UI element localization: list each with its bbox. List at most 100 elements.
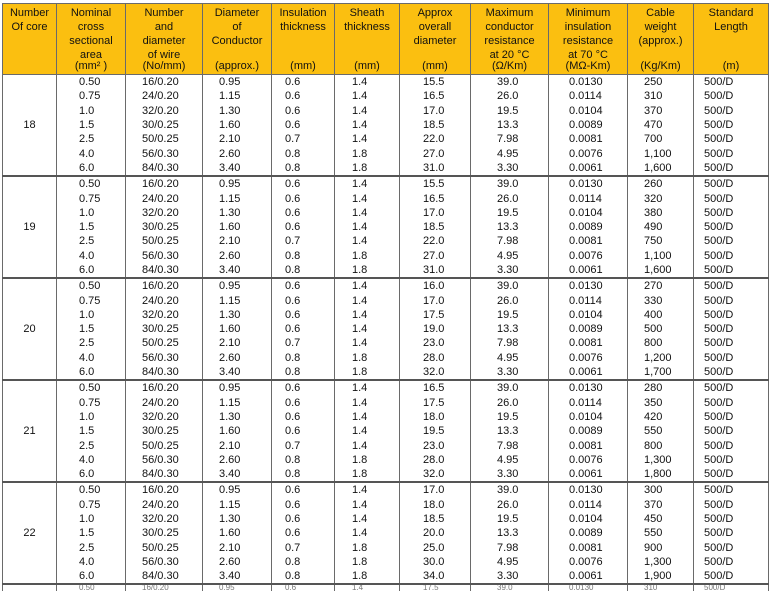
cable-weight-cell: 260 [627,175,694,192]
standard-length-cell: 500/D [693,409,769,425]
table-row: 4.0 56/0.30 2.60 0.8 1.8 28.0 4.95 0.0076 1,200 5… [3,350,769,365]
min-insulation-resistance-cell: 0.0076 [548,146,628,161]
overall-diameter-cell: 20.0 [399,526,471,541]
cable-weight-cell: 1,300 [627,554,694,570]
sheath-thickness-cell: 1.4 [334,293,400,308]
conductor-diameter-cell: 2.60 [202,554,272,570]
nominal-area-cell: 1.0 [56,511,126,527]
sheath-thickness-cell: 1.4 [334,497,400,512]
conductor-diameter-cell: 1.30 [202,511,272,527]
max-conductor-resistance-cell: 7.98 [470,438,549,453]
header-min-insulation-resistance: Minimum insulation resistance at 70 °C (MΩ-K… [548,3,628,75]
header-unit: (mm² ) [74,60,108,72]
table-row: 0.75 24/0.20 1.15 0.6 1.4 16.5 26.0 0.0114 320 50… [3,191,769,206]
min-insulation-resistance-cell: 0.0104 [548,307,628,323]
header-label: Number and diameter of wire [142,7,186,61]
sheath-thickness-cell: 1.8 [334,350,400,365]
conductor-diameter-cell: 2.10 [202,540,272,555]
nominal-area-cell: 1.0 [56,409,126,425]
header-label: Diameter of Conductor [211,7,263,47]
overall-diameter-cell: 27.0 [399,248,471,263]
conductor-diameter-cell: 2.10 [202,234,272,249]
table-row: 4.0 56/0.30 2.60 0.8 1.8 27.0 4.95 0.0076 1,100 5… [3,146,769,161]
max-conductor-resistance-cell: 13.3 [470,424,549,439]
max-conductor-resistance-cell: 39.0 [470,277,549,294]
insulation-thickness-cell: 0.8 [271,350,335,365]
sheath-thickness-cell: 1.8 [334,569,400,585]
standard-length-cell: 500/D [693,554,769,570]
overall-diameter-cell: 28.0 [399,350,471,365]
wire-number-diameter-cell: 30/0.25 [125,322,203,337]
nominal-area-cell: 1.5 [56,322,126,337]
wire-number-diameter-cell: 56/0.30 [125,350,203,365]
table-row: 0.75 24/0.20 1.15 0.6 1.4 16.5 26.0 0.0114 310 50… [3,89,769,104]
overall-diameter-cell: 23.0 [399,438,471,453]
overall-diameter-cell: 28.0 [399,452,471,468]
nominal-area-cell: 0.75 [56,191,126,206]
min-insulation-resistance-cell: 0.0076 [548,452,628,468]
insulation-thickness-cell: 0.7 [271,540,335,555]
max-conductor-resistance-cell: 19.5 [470,205,549,220]
insulation-thickness-cell: 0.6 [271,322,335,337]
cable-weight-cell: 1,600 [627,160,694,177]
standard-length-cell: 500/D [693,146,769,161]
standard-length-cell: 500/D [693,103,769,118]
sheath-thickness-cell: 1.4 [334,438,400,453]
cable-weight-cell: 270 [627,277,694,294]
max-conductor-resistance-cell: 7.98 [470,234,549,249]
min-insulation-resistance-cell: 0.0076 [548,350,628,365]
max-conductor-resistance-cell: 26.0 [470,395,549,410]
nominal-area-cell: 0.50 [56,277,126,294]
table-row: 1.5 30/0.25 1.60 0.6 1.4 20.0 13.3 0.0089 550 500… [3,526,769,541]
core-count-cell [2,583,57,592]
conductor-diameter-cell: 2.60 [202,248,272,263]
cable-weight-cell: 320 [627,191,694,206]
header-unit: (approx.) [214,60,260,72]
standard-length-cell: 500/D [693,262,769,279]
conductor-diameter-cell: 2.60 [202,452,272,468]
cable-weight-cell: 550 [627,526,694,541]
wire-number-diameter-cell: 24/0.20 [125,89,203,104]
sheath-thickness-cell: 1.4 [334,89,400,104]
min-insulation-resistance-cell: 0.0130 [548,277,628,294]
nominal-area-cell: 0.50 [56,74,126,90]
wire-number-diameter-cell: 32/0.20 [125,103,203,118]
nominal-area-cell: 0.75 [56,89,126,104]
header-label: Standard Length [708,7,754,33]
wire-number-diameter-cell: 50/0.25 [125,234,203,249]
standard-length-cell: 500/D [693,395,769,410]
insulation-thickness-cell: 0.6 [271,511,335,527]
min-insulation-resistance-cell: 0.0089 [548,526,628,541]
max-conductor-resistance-cell: 3.30 [470,364,549,381]
conductor-diameter-cell: 1.60 [202,424,272,439]
nominal-area-cell: 4.0 [56,554,126,570]
table-row: 1.0 32/0.20 1.30 0.6 1.4 17.5 19.5 0.0104 400 500… [3,307,769,323]
sheath-thickness-cell: 1.4 [334,395,400,410]
header-max-conductor-resistance: Maximum conductor resistance at 20 °C (Ω/Km) [470,3,549,75]
cable-weight-cell: 1,300 [627,452,694,468]
wire-number-diameter-cell: 32/0.20 [125,409,203,425]
insulation-thickness-cell: 0.6 [271,89,335,104]
cable-weight-cell: 700 [627,132,694,147]
max-conductor-resistance-cell: 19.5 [470,307,549,323]
wire-number-diameter-cell: 84/0.30 [125,364,203,381]
standard-length-cell: 500/D [693,467,769,483]
table-row: 4.0 56/0.30 2.60 0.8 1.8 30.0 4.95 0.0076 1,300 5… [3,554,769,570]
nominal-area-cell: 6.0 [56,569,126,585]
overall-diameter-cell: 32.0 [399,467,471,483]
standard-length-cell: 500/D [693,526,769,541]
nominal-area-cell: 1.5 [56,526,126,541]
standard-length-cell: 500/D [693,205,769,220]
sheath-thickness-cell: 1.4 [334,379,400,396]
header-label: Number Of core [9,7,50,33]
cable-weight-cell: 400 [627,307,694,323]
table-row: 6.0 84/0.30 3.40 0.8 1.8 34.0 3.30 0.0061 1,900 5… [3,569,769,585]
table-row: 2.5 50/0.25 2.10 0.7 1.4 22.0 7.98 0.0081 700 500… [3,132,769,147]
min-insulation-resistance-cell: 0.0089 [548,117,628,133]
conductor-diameter-cell: 0.95 [202,277,272,294]
nominal-area-cell: 1.0 [56,103,126,118]
wire-number-diameter-cell: 30/0.25 [125,424,203,439]
overall-diameter-cell: 18.5 [399,511,471,527]
table-row: 18 0.50 16/0.20 0.95 0.6 1.4 15.5 39.0 0.0130 250… [2,74,769,177]
conductor-diameter-cell: 3.40 [202,262,272,279]
